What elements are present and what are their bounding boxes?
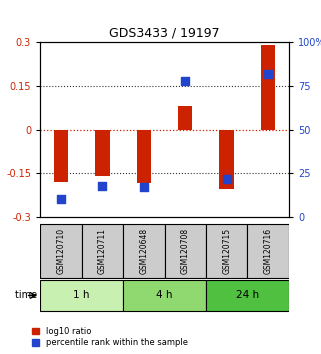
FancyBboxPatch shape <box>206 280 289 311</box>
Text: GSM120708: GSM120708 <box>181 228 190 274</box>
Title: GDS3433 / 19197: GDS3433 / 19197 <box>109 27 220 40</box>
Text: GSM120710: GSM120710 <box>56 228 65 274</box>
Point <box>100 183 105 188</box>
Text: GSM120716: GSM120716 <box>264 228 273 274</box>
FancyBboxPatch shape <box>206 224 247 278</box>
Text: GSM120715: GSM120715 <box>222 228 231 274</box>
Text: GSM120711: GSM120711 <box>98 228 107 274</box>
Bar <box>136 130 151 183</box>
Bar <box>54 130 68 182</box>
FancyBboxPatch shape <box>123 224 165 278</box>
Bar <box>261 45 275 130</box>
Legend: log10 ratio, percentile rank within the sample: log10 ratio, percentile rank within the … <box>30 324 190 350</box>
FancyBboxPatch shape <box>40 280 123 311</box>
Point <box>265 71 271 77</box>
Text: GSM120648: GSM120648 <box>139 228 148 274</box>
Text: 4 h: 4 h <box>156 290 173 301</box>
Text: 24 h: 24 h <box>236 290 259 301</box>
FancyBboxPatch shape <box>247 224 289 278</box>
FancyBboxPatch shape <box>82 224 123 278</box>
Point <box>183 78 188 84</box>
Bar <box>178 107 193 130</box>
Bar <box>220 130 234 189</box>
Point <box>224 176 229 181</box>
Point <box>141 184 146 190</box>
Bar <box>95 130 109 176</box>
Text: time: time <box>15 290 40 301</box>
FancyBboxPatch shape <box>40 224 82 278</box>
FancyBboxPatch shape <box>123 280 206 311</box>
Point <box>58 197 64 202</box>
FancyBboxPatch shape <box>165 224 206 278</box>
Text: 1 h: 1 h <box>73 290 90 301</box>
